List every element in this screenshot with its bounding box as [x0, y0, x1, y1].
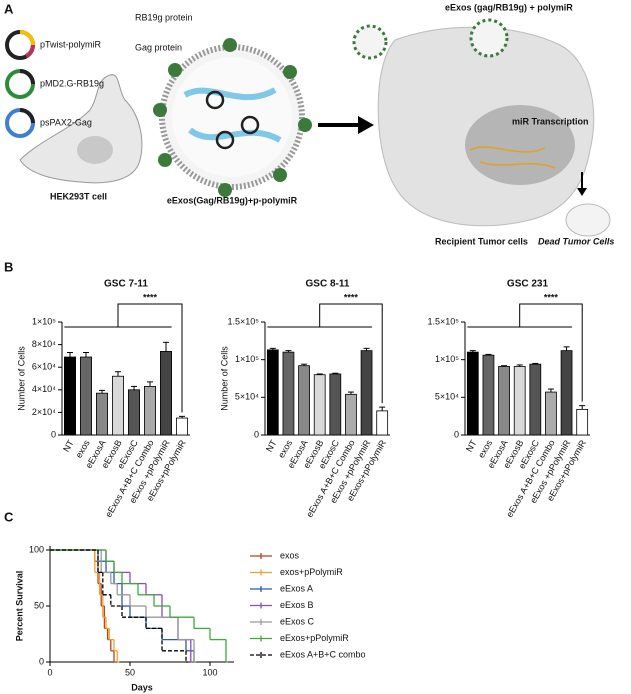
- legend-label: eExos+pPolymiR: [280, 633, 349, 643]
- legend-label: eExos B: [280, 600, 314, 610]
- chart-title: GSC 7-11: [104, 279, 148, 290]
- x-tick-label: 50: [125, 667, 135, 677]
- exosome-label: eExos(Gag/RB19g)+p-polymiR: [167, 195, 298, 205]
- plasmid-label: psPAX2-Gag: [40, 117, 92, 127]
- y-tick-label: 6×10⁴: [32, 362, 56, 372]
- plasmids: [5, 30, 35, 138]
- bar: [560, 350, 573, 436]
- legend-label: eExos A+B+C combo: [280, 649, 366, 659]
- y-tick-label: 1.5×10⁵: [227, 316, 259, 326]
- y-tick-label: 1×10⁵: [435, 354, 459, 364]
- significance-bracket: [117, 303, 183, 413]
- bar: [482, 354, 495, 436]
- y-tick-label: 0: [454, 429, 459, 439]
- y-tick-label: 0: [39, 656, 44, 666]
- legend-label: exos: [280, 550, 300, 560]
- bar: [80, 356, 93, 436]
- bar: [266, 349, 279, 436]
- y-axis-label: Number of Cells: [16, 346, 26, 411]
- recipient-label: Recipient Tumor cells: [435, 236, 528, 246]
- y-tick-label: 5×10⁴: [235, 392, 259, 402]
- plasmid-label: pMD2.G-RB19g: [40, 78, 104, 88]
- panel-label: B: [4, 259, 13, 274]
- x-tick-label: 0: [47, 667, 52, 677]
- bar: [64, 356, 77, 436]
- exosome: [153, 38, 312, 197]
- transcription-label: miR Transcription: [512, 116, 589, 126]
- bar: [112, 375, 125, 436]
- bar: [143, 386, 156, 436]
- bar: [96, 392, 109, 436]
- legend-label: exos+pPolymiR: [280, 567, 343, 577]
- producer-cell: [19, 74, 143, 184]
- y-tick-label: 1×10⁵: [32, 316, 56, 326]
- arrow-head: [358, 116, 374, 134]
- legend-label: eExos C: [280, 616, 315, 626]
- x-axis-label: Days: [131, 682, 153, 692]
- y-tick-label: 100: [29, 544, 44, 554]
- protein-label: Gag protein: [135, 42, 182, 52]
- significance-label: ****: [344, 292, 359, 302]
- y-axis-label: Percent Survival: [14, 571, 24, 642]
- y-tick-label: 1×10⁵: [235, 354, 259, 364]
- bar: [498, 366, 510, 436]
- bar: [159, 350, 172, 436]
- bar: [175, 417, 188, 436]
- y-tick-label: 5×10⁴: [435, 392, 459, 402]
- bar: [466, 351, 479, 436]
- y-axis-label: Number of Cells: [219, 346, 229, 411]
- chart-title: GSC 8-11: [306, 279, 350, 290]
- y-tick-label: 4×10⁴: [32, 384, 56, 394]
- y-tick-label: 50: [34, 600, 44, 610]
- bar: [360, 350, 373, 436]
- bar: [345, 393, 357, 436]
- uptake-label: eExos (gag/RB19g) + polymiR: [445, 2, 573, 12]
- bar: [529, 363, 542, 436]
- bar: [513, 366, 526, 436]
- x-tick-label: NT: [464, 438, 479, 454]
- y-tick-label: 0: [51, 429, 56, 439]
- chart-title: GSC 231: [507, 279, 549, 290]
- dead-label: Dead Tumor Cells: [538, 236, 614, 246]
- bar: [282, 351, 295, 436]
- significance-bracket: [519, 303, 583, 402]
- y-tick-label: 0: [254, 429, 259, 439]
- x-tick-label: 100: [202, 667, 217, 677]
- x-tick-label: NT: [61, 438, 76, 454]
- bar: [127, 389, 140, 436]
- significance-label: ****: [143, 292, 158, 302]
- bar: [576, 408, 589, 436]
- significance-label: ****: [544, 292, 559, 302]
- dead-cell: [565, 203, 611, 237]
- x-tick-label: NT: [264, 438, 279, 454]
- cell-label: HEK293T cell: [50, 191, 107, 201]
- legend-label: eExos A: [280, 583, 313, 593]
- bar: [313, 374, 326, 436]
- plasmid-label: pTwist-polymiR: [40, 39, 102, 49]
- bar: [329, 373, 342, 436]
- panel-label: C: [4, 509, 14, 524]
- protein-label: RB19g protein: [135, 12, 193, 22]
- bar: [298, 365, 310, 436]
- bar: [545, 391, 557, 436]
- y-tick-label: 2×10⁴: [32, 407, 56, 417]
- recipient-cell: [352, 18, 595, 227]
- panel-label: A: [4, 1, 14, 16]
- y-tick-label: 8×10⁴: [32, 339, 56, 349]
- bar: [376, 410, 389, 436]
- arrow-head: [577, 188, 587, 196]
- significance-bracket: [319, 303, 383, 404]
- y-tick-label: 1.5×10⁵: [427, 316, 459, 326]
